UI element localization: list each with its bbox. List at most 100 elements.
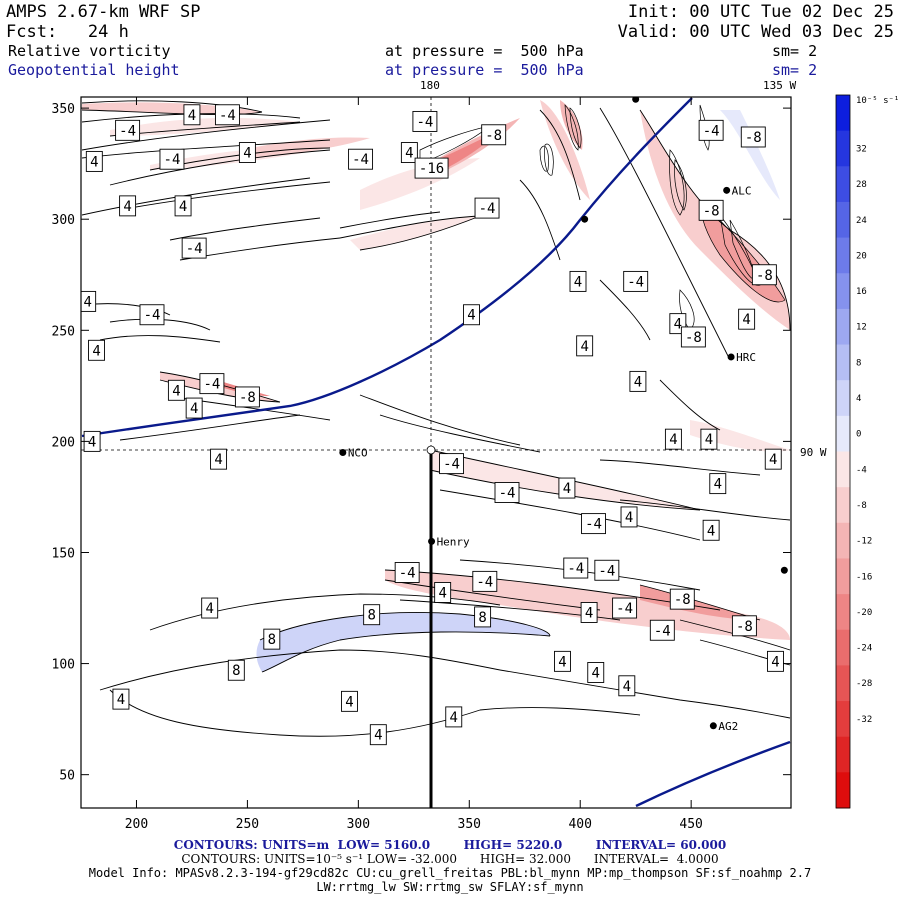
contour-label-box bbox=[348, 148, 374, 170]
contour-label: -4 bbox=[598, 563, 615, 579]
colorbar-label: -32 bbox=[856, 715, 872, 725]
contour-label: -4 bbox=[219, 108, 236, 124]
x-tick-label: 450 bbox=[679, 817, 702, 832]
contour-label: 4 bbox=[714, 477, 722, 493]
axis-ticks: 200 250 300 350 400 450 50 100 150 200 250 300 350 bbox=[52, 97, 791, 832]
colorbar-segment bbox=[836, 665, 850, 702]
contour-label: -4 bbox=[443, 457, 460, 473]
y-tick-label: 150 bbox=[52, 546, 75, 561]
contour-label: -8 bbox=[239, 390, 256, 406]
y-tick-label: 350 bbox=[52, 102, 75, 117]
contour-label-box bbox=[201, 597, 219, 619]
station-label: AG2 bbox=[718, 720, 738, 733]
contour-label-box bbox=[394, 562, 420, 583]
colorbar-label: 32 bbox=[856, 144, 867, 154]
station-label: ALC bbox=[732, 184, 752, 197]
contour-label-box bbox=[167, 379, 185, 401]
contour-label: -4 bbox=[499, 485, 516, 501]
contour-label-box bbox=[85, 150, 103, 172]
footer-interval: INTERVAL= 60.000 bbox=[595, 838, 727, 852]
contour-label: 8 bbox=[367, 608, 375, 624]
contour-label-box bbox=[445, 706, 463, 728]
contour-label: -4 bbox=[567, 561, 584, 577]
field-vorticity: Relative vorticity bbox=[8, 42, 171, 60]
smoothing-2: sm= 2 bbox=[772, 61, 818, 79]
station-marker bbox=[428, 537, 436, 545]
x-tick-label: 200 bbox=[125, 817, 148, 832]
contour-label-box bbox=[199, 373, 225, 395]
contour-label: 4 bbox=[374, 728, 382, 744]
contour-label: 4 bbox=[405, 146, 413, 162]
height-contours bbox=[81, 97, 791, 808]
contour-label-box bbox=[629, 370, 647, 392]
contour-label: -8 bbox=[685, 330, 702, 346]
x-tick-label: 400 bbox=[568, 817, 591, 832]
contour-label: -4 bbox=[476, 574, 493, 590]
contour-label-box bbox=[563, 557, 589, 579]
contour-label: -8 bbox=[745, 130, 762, 146]
footer-high: HIGH= 5220.0 bbox=[463, 838, 563, 852]
station-label: NCO bbox=[348, 447, 368, 460]
contour-label: 4 bbox=[88, 434, 96, 450]
contour-label-box bbox=[400, 142, 418, 163]
colorbar-segment bbox=[836, 273, 850, 310]
contour-label-box bbox=[439, 453, 464, 475]
contour-label-box bbox=[363, 604, 381, 626]
contour-label-box bbox=[620, 506, 638, 528]
contour-label-box bbox=[214, 104, 240, 126]
contour-label-box bbox=[341, 690, 358, 712]
colorbar-label: 12 bbox=[856, 323, 867, 333]
contour-label: -4 bbox=[203, 377, 220, 393]
contour-label-box bbox=[709, 473, 727, 495]
contour-label: 4 bbox=[769, 452, 777, 468]
contour-label-box bbox=[618, 675, 636, 697]
contour-label: 4 bbox=[214, 452, 222, 468]
y-tick-label: 200 bbox=[52, 435, 75, 450]
contour-label: -4 bbox=[144, 308, 161, 324]
contour-label-box bbox=[580, 602, 598, 623]
init-time: Init: 00 UTC Tue 02 Dec 25 bbox=[627, 2, 894, 22]
contour-label: 4 bbox=[83, 294, 91, 310]
station-marker bbox=[339, 449, 347, 456]
contour-label: -4 bbox=[654, 623, 671, 639]
contour-label: 4 bbox=[438, 585, 446, 601]
contour-label-box bbox=[623, 270, 649, 292]
x-tick-label: 350 bbox=[458, 817, 481, 832]
colorbar-label: -12 bbox=[856, 537, 872, 547]
contour-label: -4 bbox=[627, 274, 644, 290]
contour-label: 4 bbox=[450, 710, 458, 726]
contour-label: 4 bbox=[563, 481, 571, 497]
contour-label-box bbox=[183, 104, 201, 126]
contour-label: -4 bbox=[479, 201, 496, 217]
contour-label: 8 bbox=[478, 610, 486, 626]
footer-vorticity-contours: CONTOURS: UNITS=10⁻⁵ s⁻¹ LOW= -32.000 HI… bbox=[181, 852, 719, 866]
smoothing-1: sm= 2 bbox=[772, 42, 818, 60]
contour-label-box bbox=[767, 650, 784, 672]
contour-label: -8 bbox=[703, 203, 720, 219]
pressure-level-1: at pressure = 500 hPa bbox=[385, 42, 584, 60]
contour-label-box bbox=[112, 688, 130, 710]
contour-label: 4 bbox=[90, 154, 98, 170]
contour-label-box bbox=[463, 304, 480, 326]
contour-label: -8 bbox=[756, 268, 773, 284]
contour-label-box bbox=[594, 559, 620, 581]
contour-label: 4 bbox=[771, 654, 779, 670]
contour-label: 4 bbox=[172, 383, 180, 399]
y-tick-label: 300 bbox=[52, 213, 75, 228]
footer-height-contours: CONTOURS: UNITS=m LOW= 5160.0 HIGH= 5220… bbox=[0, 839, 900, 851]
contour-label-box bbox=[185, 397, 203, 419]
model-title: AMPS 2.67-km WRF SP bbox=[6, 2, 201, 22]
station-marker bbox=[632, 97, 640, 103]
contour-label-box bbox=[474, 606, 492, 628]
colorbar-segment bbox=[836, 201, 850, 239]
contour-label: 8 bbox=[268, 632, 276, 648]
contour-label: -4 bbox=[164, 152, 181, 168]
contour-label: -4 bbox=[399, 565, 416, 581]
contour-label-box bbox=[558, 477, 576, 499]
colorbar-label: -4 bbox=[856, 465, 867, 475]
contour-label-box bbox=[649, 619, 675, 641]
stations-layer: NCO Henry HRC ALC AG2 bbox=[339, 97, 788, 733]
contour-label: 4 bbox=[123, 199, 131, 215]
contour-label: 4 bbox=[669, 432, 677, 448]
colorbar-segment bbox=[836, 701, 850, 738]
